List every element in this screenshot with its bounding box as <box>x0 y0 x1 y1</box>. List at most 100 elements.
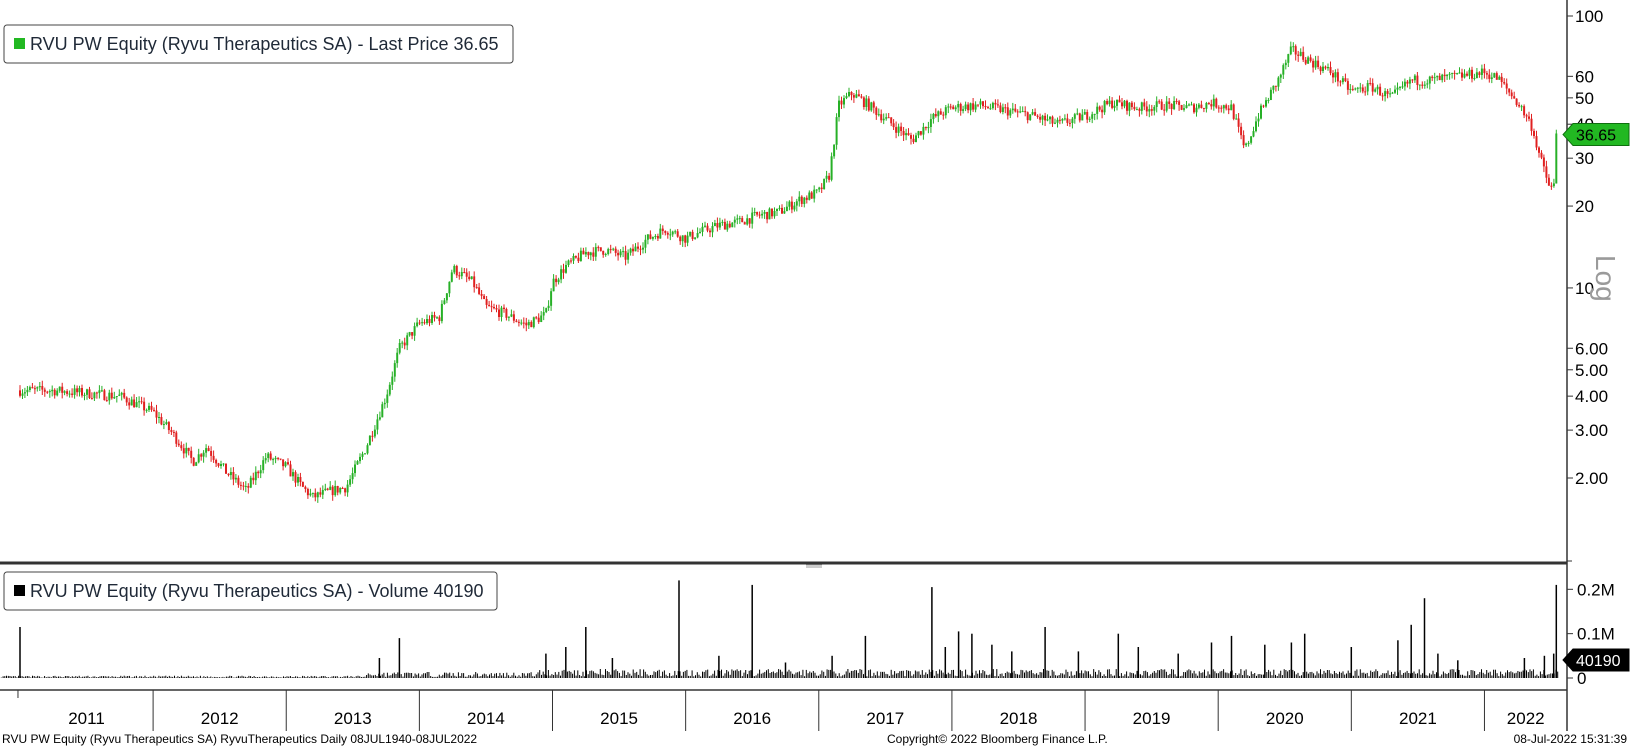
price-candle <box>388 384 391 395</box>
price-candle <box>249 477 252 488</box>
price-candle <box>274 457 277 460</box>
price-candle <box>840 100 843 105</box>
price-candle <box>306 489 309 496</box>
price-candle <box>1262 105 1265 107</box>
price-candle <box>1408 79 1411 84</box>
price-candle <box>103 390 106 401</box>
price-candle <box>1250 136 1253 143</box>
price-candle <box>646 234 649 240</box>
price-candle <box>1190 104 1193 106</box>
price-candle <box>465 272 468 277</box>
price-candle <box>1200 104 1203 108</box>
price-candle <box>336 486 339 493</box>
price-candle <box>1466 73 1468 76</box>
price-candle <box>478 287 481 294</box>
price-candle <box>244 486 247 487</box>
price-candle <box>195 462 198 466</box>
price-candle <box>1180 105 1183 110</box>
price-candle <box>691 231 694 239</box>
price-candle <box>1515 98 1518 105</box>
price-candle <box>1188 104 1190 106</box>
price-candle <box>1297 54 1300 56</box>
price-candle <box>1344 78 1347 82</box>
price-candle <box>1349 88 1352 90</box>
price-candle <box>95 392 98 394</box>
price-candle <box>1086 112 1089 120</box>
price-candle <box>170 430 173 432</box>
price-candle <box>212 455 215 460</box>
price-candle <box>1051 116 1054 124</box>
price-candle <box>1207 103 1210 105</box>
price-candle <box>500 307 503 317</box>
price-candle <box>1428 76 1431 84</box>
price-candle <box>113 397 116 399</box>
price-candle <box>1150 109 1153 111</box>
price-candle <box>1011 108 1014 111</box>
price-candle <box>1528 116 1530 119</box>
price-candle <box>617 252 620 256</box>
price-candle <box>172 432 175 433</box>
price-candle <box>823 178 826 189</box>
price-candle <box>924 126 927 129</box>
price-candle <box>1081 114 1084 121</box>
year-label: 2011 <box>68 709 105 728</box>
price-candle <box>1205 103 1208 109</box>
last-volume-badge: 40190 <box>1562 648 1630 672</box>
price-candle <box>773 211 776 217</box>
price-candle <box>1197 104 1200 108</box>
price-candle <box>798 196 801 202</box>
price-candle <box>709 230 711 233</box>
price-candle <box>143 401 146 411</box>
price-candle <box>902 131 905 136</box>
price-candle <box>93 392 96 399</box>
price-candle <box>488 304 491 307</box>
price-candle <box>453 266 456 273</box>
price-candle <box>346 484 349 493</box>
price-candle <box>1235 118 1238 120</box>
price-candle <box>398 343 401 353</box>
price-candle <box>552 278 555 292</box>
price-candle <box>609 249 612 251</box>
price-candle <box>376 419 379 430</box>
price-candle <box>1389 93 1392 95</box>
year-label: 2013 <box>334 709 372 728</box>
price-candle <box>438 317 441 322</box>
price-candle <box>597 247 600 249</box>
price-candle <box>1289 46 1292 55</box>
price-candle <box>733 219 736 223</box>
price-tick-label: 3.00 <box>1575 421 1608 440</box>
price-candle <box>393 363 396 377</box>
price-candle <box>1433 77 1436 79</box>
price-candle <box>671 231 674 235</box>
price-candle <box>962 109 965 111</box>
price-candle <box>855 94 858 98</box>
price-candle <box>1396 87 1399 90</box>
price-candle <box>800 196 803 204</box>
price-candle <box>1088 118 1091 120</box>
price-candle <box>1371 83 1374 92</box>
price-candle <box>1193 104 1195 113</box>
price-candle <box>808 192 811 200</box>
price-candle <box>723 221 726 230</box>
volume-bars <box>0 580 1559 678</box>
footer-center: Copyright© 2022 Bloomberg Finance L.P. <box>887 732 1108 746</box>
price-candle <box>1158 101 1161 103</box>
price-candle <box>634 246 637 252</box>
price-candle <box>612 248 615 250</box>
price-candle <box>907 133 910 136</box>
price-candle <box>567 260 570 265</box>
price-candle <box>1399 86 1401 88</box>
price-candle <box>929 119 932 127</box>
price-candle <box>1525 115 1528 117</box>
price-candle <box>1096 106 1099 114</box>
price-candle <box>158 417 160 418</box>
x-axis: 2011 2012 2013 2014 2015 2016 2017 2018 2019 2020… <box>17 690 1545 731</box>
price-candle <box>753 212 756 213</box>
price-candle <box>527 322 530 326</box>
price-candle <box>1121 102 1123 107</box>
price-candle <box>329 486 332 490</box>
price-candle <box>1026 112 1029 121</box>
price-candle <box>26 389 29 393</box>
price-candle <box>1215 98 1218 108</box>
price-candle <box>155 410 158 418</box>
